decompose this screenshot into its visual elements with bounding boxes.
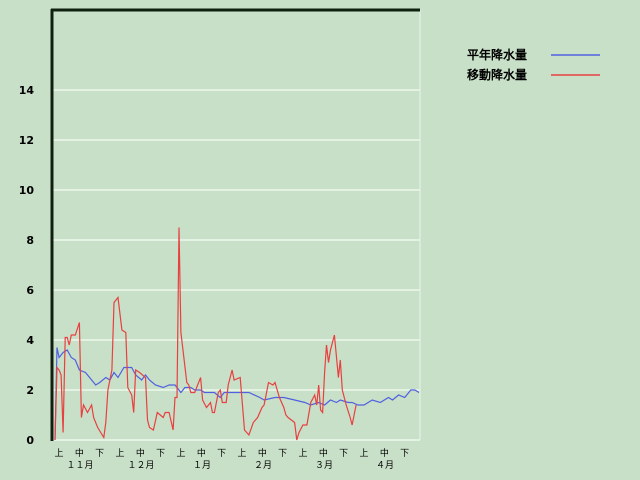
y-tick-label: 4 [26, 334, 34, 347]
series-line-1 [54, 227, 357, 441]
y-tick-label: 14 [19, 84, 35, 97]
x-tick-dekad: 中 [136, 447, 145, 459]
x-tick-dekad: 下 [217, 449, 226, 459]
x-tick-dekad: 中 [380, 447, 389, 459]
x-tick-dekad: 中 [197, 447, 206, 459]
x-tick-dekad: 下 [400, 449, 409, 459]
x-tick-month: ２月 [254, 460, 272, 471]
x-tick-dekad: 下 [156, 449, 165, 459]
x-axis-ticks: 上中下１１月上中下１２月上中下１月上中下２月上中下３月上中下４月 [54, 447, 409, 471]
x-tick-dekad: 下 [339, 449, 348, 459]
x-tick-month: １１月 [66, 460, 93, 471]
x-tick-dekad: 上 [176, 448, 185, 459]
x-tick-dekad: 上 [54, 448, 63, 459]
legend-label: 移動降水量 [467, 67, 527, 82]
x-tick-month: ４月 [376, 460, 394, 471]
series-lines [54, 227, 420, 441]
x-tick-dekad: 中 [258, 447, 267, 459]
x-tick-month: １月 [193, 460, 211, 471]
x-tick-dekad: 上 [237, 448, 246, 459]
x-tick-dekad: 中 [75, 447, 84, 459]
x-tick-dekad: 下 [278, 449, 287, 459]
series-line-0 [54, 347, 420, 441]
x-tick-dekad: 上 [115, 448, 124, 459]
x-tick-month: １２月 [127, 460, 154, 471]
x-tick-dekad: 上 [298, 448, 307, 459]
y-tick-label: 12 [19, 134, 34, 147]
y-tick-label: 10 [19, 184, 35, 197]
x-tick-dekad: 上 [359, 448, 368, 459]
legend-label: 平年降水量 [467, 47, 527, 62]
y-tick-label: 0 [26, 434, 34, 447]
y-tick-label: 2 [26, 384, 34, 397]
y-tick-label: 6 [26, 284, 34, 297]
gridlines [52, 89, 420, 441]
x-tick-month: ３月 [315, 460, 333, 471]
y-tick-label: 8 [26, 234, 34, 247]
y-axis-ticks: 0 2 4 6 8 10 12 14 [19, 84, 35, 447]
x-tick-dekad: 下 [95, 449, 104, 459]
x-tick-dekad: 中 [319, 447, 328, 459]
